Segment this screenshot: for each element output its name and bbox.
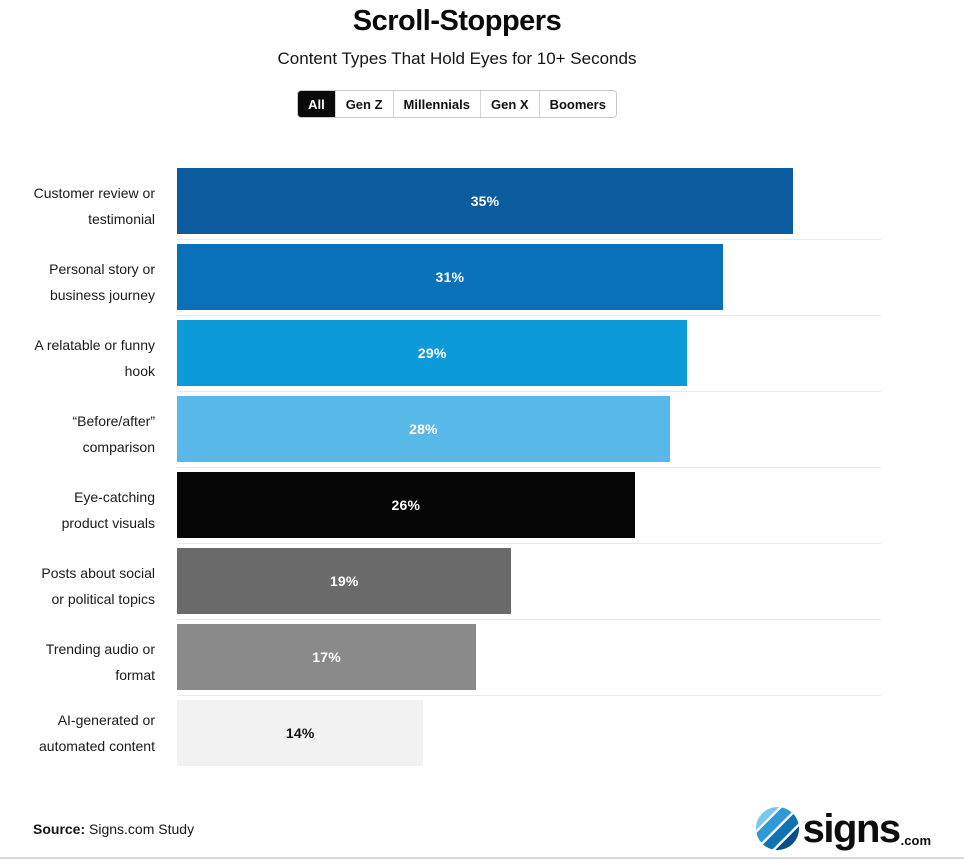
chart-row: Customer review or testimonial 35% bbox=[33, 168, 881, 244]
row-separator bbox=[177, 619, 881, 620]
bar: 17% bbox=[177, 624, 477, 690]
bar-value-label: 29% bbox=[417, 345, 447, 361]
chart-row: A relatable or funny hook 29% bbox=[33, 320, 881, 396]
bar-value-label: 26% bbox=[391, 497, 421, 513]
bar: 14% bbox=[177, 700, 424, 766]
category-label: Trending audio or format bbox=[45, 641, 155, 683]
bar-track: 28% bbox=[177, 396, 881, 472]
bar-chart: Customer review or testimonial 35% Perso… bbox=[33, 168, 881, 766]
audience-tab-group: All Gen Z Millennials Gen X Boomers bbox=[297, 90, 617, 118]
category-label: AI-generated or automated content bbox=[39, 712, 155, 754]
bar: 26% bbox=[177, 472, 635, 538]
bar: 29% bbox=[177, 320, 688, 386]
bar-track: 19% bbox=[177, 548, 881, 624]
bar: 19% bbox=[177, 548, 512, 614]
bar: 28% bbox=[177, 396, 670, 462]
bar-value-label: 19% bbox=[329, 573, 359, 589]
logo-tld: .com bbox=[900, 833, 931, 848]
row-separator bbox=[177, 239, 881, 240]
bar: 31% bbox=[177, 244, 723, 310]
chart-row: Eye-catching product visuals 26% bbox=[33, 472, 881, 548]
row-separator bbox=[177, 543, 881, 544]
tab-boomers[interactable]: Boomers bbox=[538, 91, 616, 117]
bar-value-label: 31% bbox=[435, 269, 465, 285]
category-label: A relatable or funny hook bbox=[34, 337, 155, 379]
row-separator bbox=[177, 467, 881, 468]
row-separator bbox=[177, 695, 881, 696]
chart-row: AI-generated or automated content 14% bbox=[33, 700, 881, 766]
category-label: Eye-catching product visuals bbox=[61, 489, 155, 531]
tab-gen-z[interactable]: Gen Z bbox=[334, 91, 393, 117]
bar-track: 35% bbox=[177, 168, 881, 244]
source-label: Source: bbox=[33, 820, 86, 837]
chart-row: Posts about social or political topics 1… bbox=[33, 548, 881, 624]
bar-track: 26% bbox=[177, 472, 881, 548]
tab-millennials[interactable]: Millennials bbox=[392, 91, 480, 117]
category-label: Posts about social or political topics bbox=[41, 565, 155, 607]
category-label: Personal story or business journey bbox=[49, 261, 155, 303]
signs-com-logo[interactable]: signs .com bbox=[755, 806, 931, 851]
tab-all[interactable]: All bbox=[298, 91, 335, 117]
bar-track: 31% bbox=[177, 244, 881, 320]
bar-value-label: 35% bbox=[470, 193, 500, 209]
bar-track: 17% bbox=[177, 624, 881, 700]
tab-gen-x[interactable]: Gen X bbox=[480, 91, 539, 117]
signs-logo-icon bbox=[755, 806, 799, 851]
category-label: “Before/after” comparison bbox=[72, 413, 155, 455]
bar-track: 14% bbox=[177, 700, 881, 766]
bar-track: 29% bbox=[177, 320, 881, 396]
bar: 35% bbox=[177, 168, 793, 234]
bar-value-label: 28% bbox=[409, 421, 438, 437]
bar-value-label: 14% bbox=[285, 725, 315, 741]
tabs-wrap: All Gen Z Millennials Gen X Boomers bbox=[33, 90, 881, 118]
logo-wordmark: signs bbox=[802, 806, 901, 851]
category-label: Customer review or testimonial bbox=[33, 185, 155, 227]
bar-value-label: 17% bbox=[312, 649, 341, 665]
chart-row: Personal story or business journey 31% bbox=[33, 244, 881, 320]
page-title: Scroll-Stoppers bbox=[352, 5, 562, 37]
source-text: Signs.com Study bbox=[85, 820, 195, 837]
chart-row: Trending audio or format 17% bbox=[33, 624, 881, 700]
page-subtitle: Content Types That Hold Eyes for 10+ Sec… bbox=[277, 49, 637, 68]
chart-row: “Before/after” comparison 28% bbox=[33, 396, 881, 472]
footer: Source: Signs.com Study signs .com bbox=[33, 806, 931, 851]
source-note: Source: Signs.com Study bbox=[33, 821, 194, 837]
row-separator bbox=[177, 315, 881, 316]
row-separator bbox=[177, 391, 881, 392]
